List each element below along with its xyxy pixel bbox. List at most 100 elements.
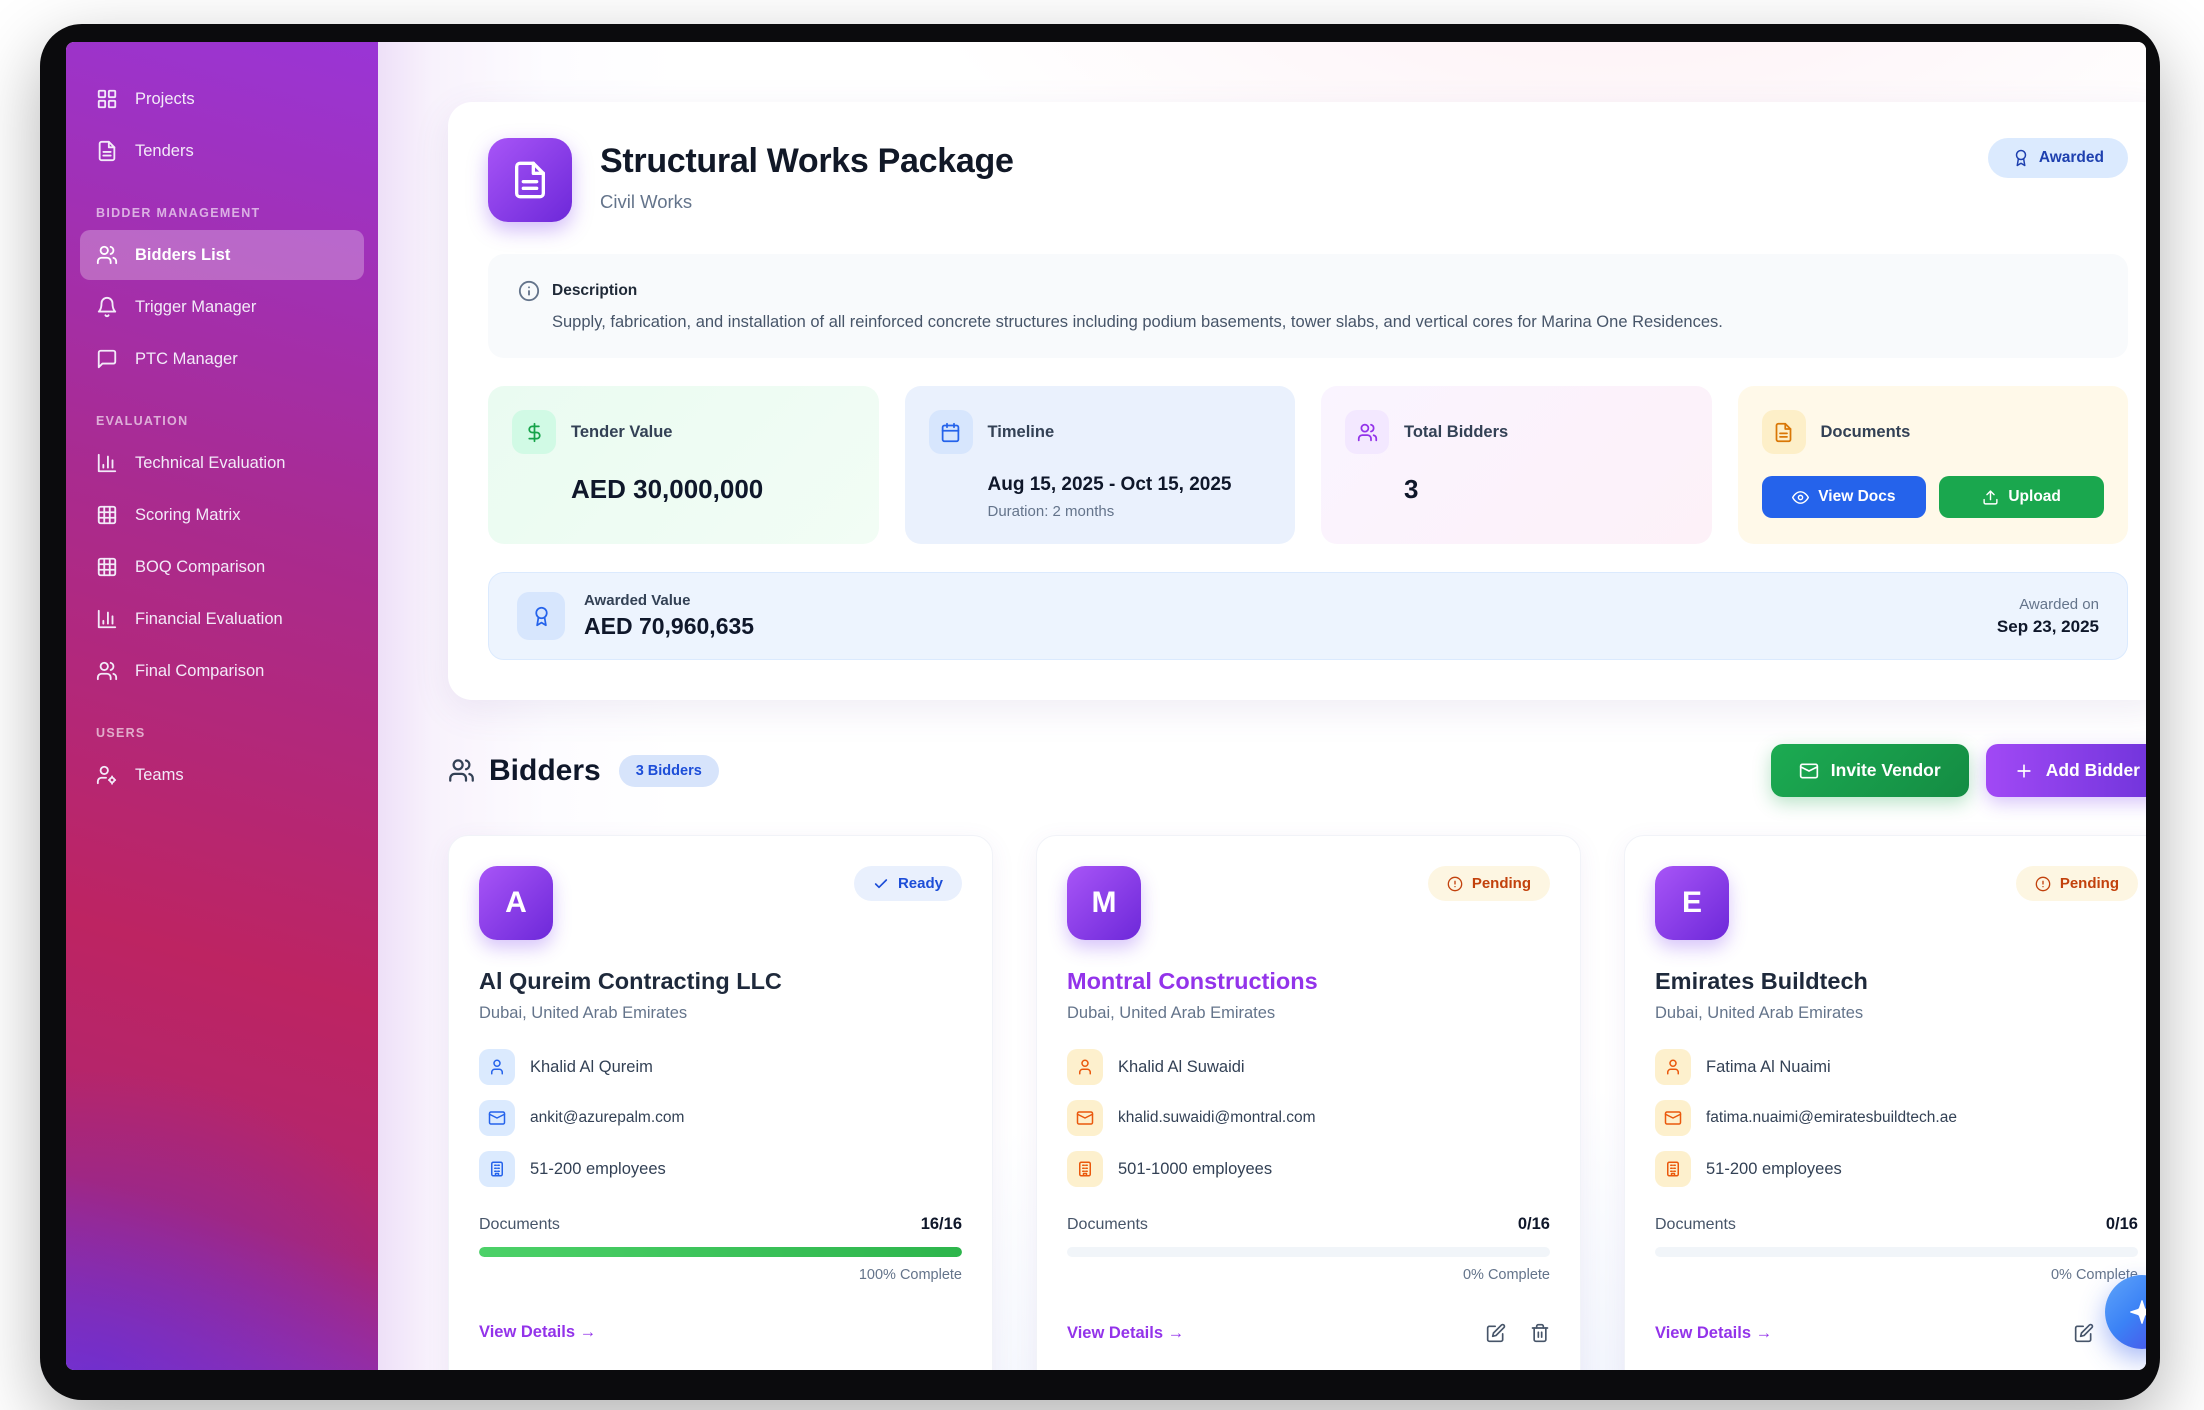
sidebar-item-teams[interactable]: Teams: [80, 750, 364, 800]
delete-bidder-button[interactable]: [1530, 1323, 1550, 1343]
sidebar-item-tenders[interactable]: Tenders: [80, 126, 364, 176]
bar-chart-icon: [97, 609, 117, 629]
sidebar-item-ptc-manager[interactable]: PTC Manager: [80, 334, 364, 384]
grid-icon: [97, 89, 117, 109]
documents-label: Documents: [1067, 1215, 1148, 1233]
documents-label: Documents: [1820, 422, 1911, 441]
package-document-icon: [488, 138, 572, 222]
upload-button[interactable]: Upload: [1939, 476, 2104, 518]
sidebar-item-scoring-matrix[interactable]: Scoring Matrix: [80, 490, 364, 540]
status-badge-awarded: Awarded: [1987, 138, 2128, 178]
page-title: Structural Works Package: [600, 142, 1014, 180]
description-panel: Description Supply, fabrication, and ins…: [488, 254, 2128, 358]
document-icon: [1761, 410, 1806, 454]
invite-vendor-button[interactable]: Invite Vendor: [1770, 744, 1969, 797]
timeline-range: Aug 15, 2025 - Oct 15, 2025: [987, 474, 1232, 495]
timeline-card: Timeline Aug 15, 2025 - Oct 15, 2025 Dur…: [904, 386, 1295, 544]
users-icon: [449, 759, 474, 782]
documents-progress-bar: [1655, 1247, 2138, 1257]
sidebar: Projects Tenders BIDDER MANAGEMENT Bidde…: [66, 42, 378, 1370]
documents-count: 0/16: [1517, 1215, 1550, 1233]
view-details-link[interactable]: View Details →: [1655, 1323, 1773, 1342]
sidebar-item-final-comparison[interactable]: Final Comparison: [80, 646, 364, 696]
dollar-icon: [512, 410, 556, 454]
awarded-value: AED 70,960,635: [584, 613, 755, 639]
documents-progress-bar: [479, 1247, 962, 1257]
status-badge-pending: Pending: [2015, 866, 2138, 901]
sidebar-item-label: Technical Evaluation: [135, 453, 286, 472]
bidders-header: Bidders 3 Bidders Invite Vendor Add Bidd…: [448, 744, 2146, 797]
edit-bidder-button[interactable]: [2074, 1323, 2094, 1343]
sidebar-item-trigger-manager[interactable]: Trigger Manager: [80, 282, 364, 332]
view-details-link[interactable]: View Details →: [479, 1323, 597, 1341]
bidder-card: A Ready Al Qureim Contracting LLC Dubai,…: [448, 835, 993, 1370]
bidder-employees: 51-200 employees: [530, 1159, 666, 1178]
bidder-contact-name: Khalid Al Suwaidi: [1118, 1057, 1245, 1076]
building-icon: [1067, 1151, 1103, 1187]
bidder-name-link[interactable]: Montral Constructions: [1067, 968, 1318, 994]
sidebar-item-boq-comparison[interactable]: BOQ Comparison: [80, 542, 364, 592]
sidebar-item-projects[interactable]: Projects: [80, 74, 364, 124]
total-bidders-label: Total Bidders: [1404, 422, 1509, 441]
building-icon: [1655, 1151, 1691, 1187]
upload-icon: [1983, 489, 1998, 505]
mail-icon: [1799, 762, 1818, 779]
bidders-count-badge: 3 Bidders: [618, 754, 719, 787]
sidebar-item-label: Bidders List: [135, 245, 231, 264]
tender-value: AED 30,000,000: [571, 474, 764, 504]
users-icon: [96, 661, 118, 681]
check-icon: [874, 878, 888, 888]
bidder-email: ankit@azurepalm.com: [530, 1109, 685, 1126]
description-label: Description: [552, 282, 638, 299]
app: Projects Tenders BIDDER MANAGEMENT Bidde…: [66, 42, 2146, 1370]
sidebar-item-label: Projects: [135, 89, 195, 108]
documents-count: 16/16: [920, 1215, 962, 1233]
person-icon: [1655, 1049, 1691, 1085]
tender-value-label: Tender Value: [571, 422, 673, 441]
bidder-name: Al Qureim Contracting LLC: [479, 968, 782, 994]
chat-icon: [97, 349, 117, 369]
bell-icon: [97, 296, 117, 318]
main-area: Structural Works Package Civil Works Awa…: [378, 42, 2146, 1370]
sidebar-section-bidder-management: BIDDER MANAGEMENT: [96, 206, 261, 220]
sidebar-item-label: Scoring Matrix: [135, 505, 241, 524]
bidder-employees: 501-1000 employees: [1118, 1159, 1273, 1178]
award-icon: [517, 592, 565, 640]
sidebar-item-label: Tenders: [135, 141, 194, 160]
bidder-email: khalid.suwaidi@montral.com: [1118, 1109, 1316, 1126]
documents-complete-label: 100% Complete: [858, 1267, 962, 1283]
documents-count: 0/16: [2105, 1215, 2138, 1233]
view-docs-button[interactable]: View Docs: [1761, 476, 1927, 518]
sidebar-item-label: Final Comparison: [135, 661, 265, 680]
building-icon: [479, 1151, 515, 1187]
person-icon: [479, 1049, 515, 1085]
bidder-avatar: E: [1655, 866, 1729, 940]
documents-complete-label: 0% Complete: [2050, 1267, 2138, 1283]
bar-chart-icon: [97, 453, 117, 473]
bidder-avatar: M: [1067, 866, 1141, 940]
bidder-location: Dubai, United Arab Emirates: [479, 1004, 688, 1022]
awarded-on-label: Awarded on: [2019, 595, 2099, 613]
documents-complete-label: 0% Complete: [1462, 1267, 1550, 1283]
app-window-frame: Projects Tenders BIDDER MANAGEMENT Bidde…: [40, 24, 2160, 1400]
bidder-email: fatima.nuaimi@emiratesbuildtech.ae: [1706, 1109, 1957, 1126]
documents-label: Documents: [1655, 1215, 1736, 1233]
table-icon: [97, 557, 117, 577]
awarded-value-label: Awarded Value: [584, 592, 691, 609]
documents-progress-bar: [1067, 1247, 1550, 1257]
total-bidders-card: Total Bidders 3: [1321, 386, 1712, 544]
sidebar-item-label: Teams: [135, 765, 184, 784]
edit-bidder-button[interactable]: [1486, 1323, 1506, 1343]
bidder-name: Emirates Buildtech: [1655, 968, 1868, 994]
sidebar-item-bidders-list[interactable]: Bidders List: [80, 230, 364, 280]
bidder-card: E Pending Emirates Buildtech Dubai, Unit…: [1624, 835, 2146, 1370]
add-bidder-button[interactable]: Add Bidder: [1985, 744, 2146, 797]
mail-icon: [479, 1100, 515, 1136]
sidebar-item-financial-evaluation[interactable]: Financial Evaluation: [80, 594, 364, 644]
timeline-duration: Duration: 2 months: [987, 503, 1115, 520]
view-details-link[interactable]: View Details →: [1067, 1323, 1185, 1342]
alert-circle-icon: [2035, 876, 2051, 891]
sidebar-item-technical-evaluation[interactable]: Technical Evaluation: [80, 438, 364, 488]
bidder-cards-row: A Ready Al Qureim Contracting LLC Dubai,…: [448, 835, 2146, 1370]
awarded-value-bar: Awarded Value AED 70,960,635 Awarded on …: [488, 572, 2128, 660]
